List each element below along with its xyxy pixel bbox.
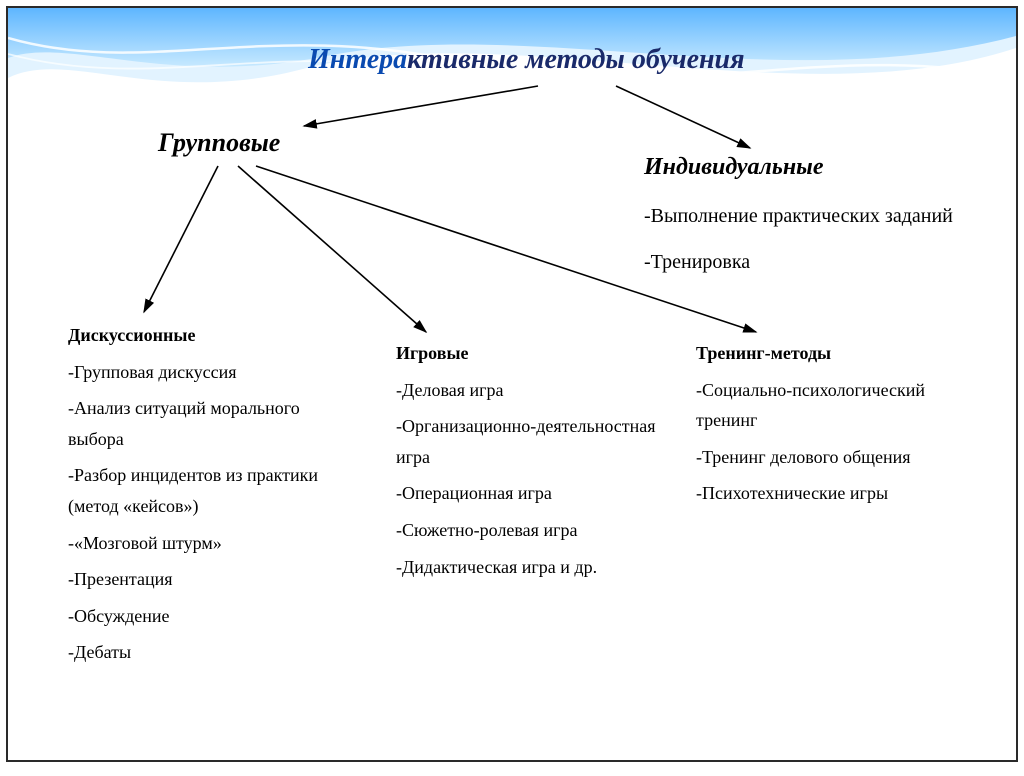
category-discussion: Дискуссионные -Групповая дискуссия -Анализ… (68, 320, 358, 668)
individual-item: -Выполнение практических заданий (644, 196, 1024, 236)
individual-items: -Выполнение практических заданий -Трениро… (644, 190, 1024, 282)
category-item: -Анализ ситуаций морального выбора (68, 393, 358, 454)
individual-item: -Тренировка (644, 242, 1024, 282)
category-item: -«Мозговой штурм» (68, 528, 358, 559)
node-individual: Индивидуальные (644, 154, 823, 181)
category-item: -Групповая дискуссия (68, 357, 358, 388)
title-rest: ктивные методы обучения (407, 44, 744, 75)
category-item: -Презентация (68, 564, 358, 595)
category-game: Игровые -Деловая игра -Организационно-деят… (396, 338, 656, 582)
category-title: Дискуссионные (68, 320, 358, 351)
category-item: -Дебаты (68, 637, 358, 668)
category-item: -Психотехнические игры (696, 478, 956, 509)
category-title: Игровые (396, 338, 656, 369)
category-item: -Дидактическая игра и др. (396, 552, 656, 583)
category-item: -Обсуждение (68, 601, 358, 632)
node-group: Групповые (158, 128, 280, 158)
category-item: -Деловая игра (396, 375, 656, 406)
slide-title: Интерактивные методы обучения (308, 44, 745, 76)
category-item: -Сюжетно-ролевая игра (396, 515, 656, 546)
category-item: -Организационно-деятельностная игра (396, 411, 656, 472)
slide-frame: Интерактивные методы обучения Групповые … (6, 6, 1018, 762)
category-item: -Тренинг делового общения (696, 442, 956, 473)
category-item: -Социально-психологический тренинг (696, 375, 956, 436)
category-title: Тренинг-методы (696, 338, 956, 369)
title-accent: Интера (308, 44, 407, 75)
category-item: -Операционная игра (396, 478, 656, 509)
category-training: Тренинг-методы -Социально-психологический… (696, 338, 956, 509)
category-item: -Разбор инцидентов из практики (метод «к… (68, 460, 358, 521)
